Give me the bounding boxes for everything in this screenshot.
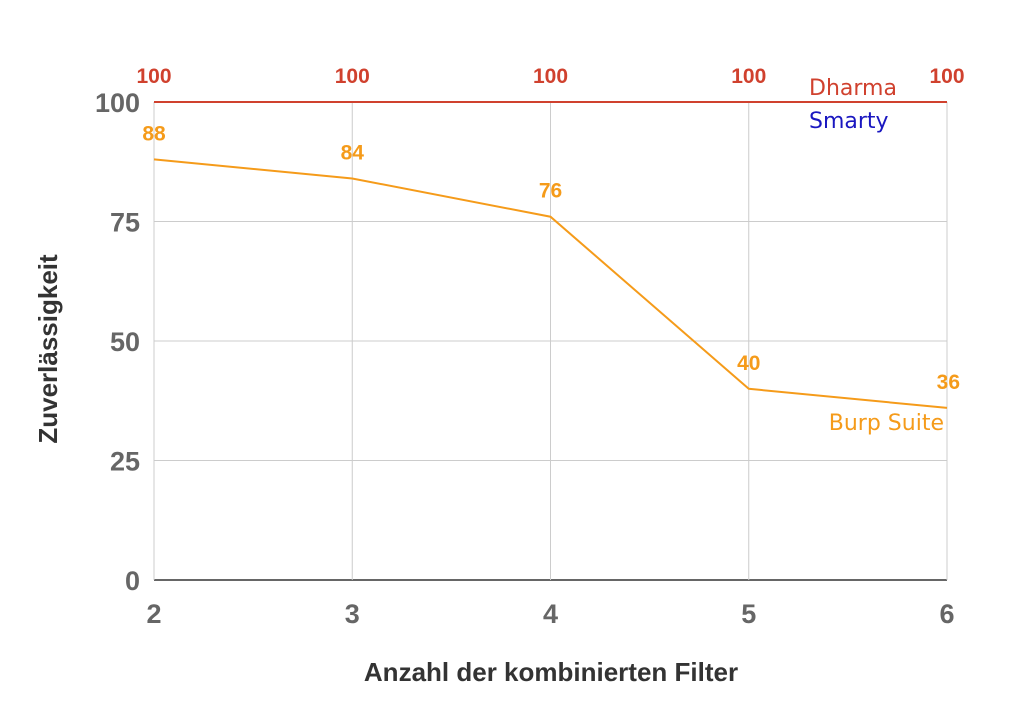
data-labels: 100 100 100 100 100 88 84 76 40 36 bbox=[136, 65, 964, 394]
y-tick-label: 50 bbox=[110, 327, 140, 357]
x-tick-labels: 2 3 4 5 6 bbox=[146, 599, 954, 629]
y-tick-label: 100 bbox=[95, 88, 140, 118]
series-name-label: Dharma bbox=[809, 76, 897, 101]
data-label: 100 bbox=[136, 65, 171, 88]
x-tick-label: 3 bbox=[345, 599, 360, 629]
data-label: 36 bbox=[937, 371, 960, 394]
data-label: 88 bbox=[142, 122, 166, 145]
x-tick-label: 5 bbox=[741, 599, 756, 629]
x-axis-title: Anzahl der kombinierten Filter bbox=[364, 657, 738, 687]
data-label: 100 bbox=[335, 65, 370, 88]
data-label: 100 bbox=[533, 65, 568, 88]
data-label: 100 bbox=[731, 65, 766, 88]
data-label: 84 bbox=[341, 141, 365, 164]
series-name-label: Smarty bbox=[809, 109, 889, 134]
series-line-burp-suite bbox=[153, 158, 948, 409]
x-tick-label: 4 bbox=[543, 599, 558, 629]
series-lines bbox=[153, 101, 948, 409]
y-tick-label: 25 bbox=[110, 447, 140, 477]
grid-lines bbox=[153, 101, 948, 581]
data-label: 76 bbox=[539, 180, 562, 203]
y-tick-label: 75 bbox=[110, 208, 140, 238]
y-tick-labels: 0 25 50 75 100 bbox=[95, 88, 140, 596]
y-axis-title: Zuverlässigkeit bbox=[33, 254, 63, 444]
x-tick-label: 6 bbox=[939, 599, 954, 629]
data-label: 100 bbox=[929, 65, 964, 88]
data-label: 40 bbox=[737, 352, 760, 375]
y-tick-label: 0 bbox=[125, 566, 140, 596]
series-name-label: Burp Suite bbox=[829, 411, 944, 436]
series-name-labels: Dharma Smarty Burp Suite bbox=[809, 76, 944, 436]
x-tick-label: 2 bbox=[146, 599, 161, 629]
